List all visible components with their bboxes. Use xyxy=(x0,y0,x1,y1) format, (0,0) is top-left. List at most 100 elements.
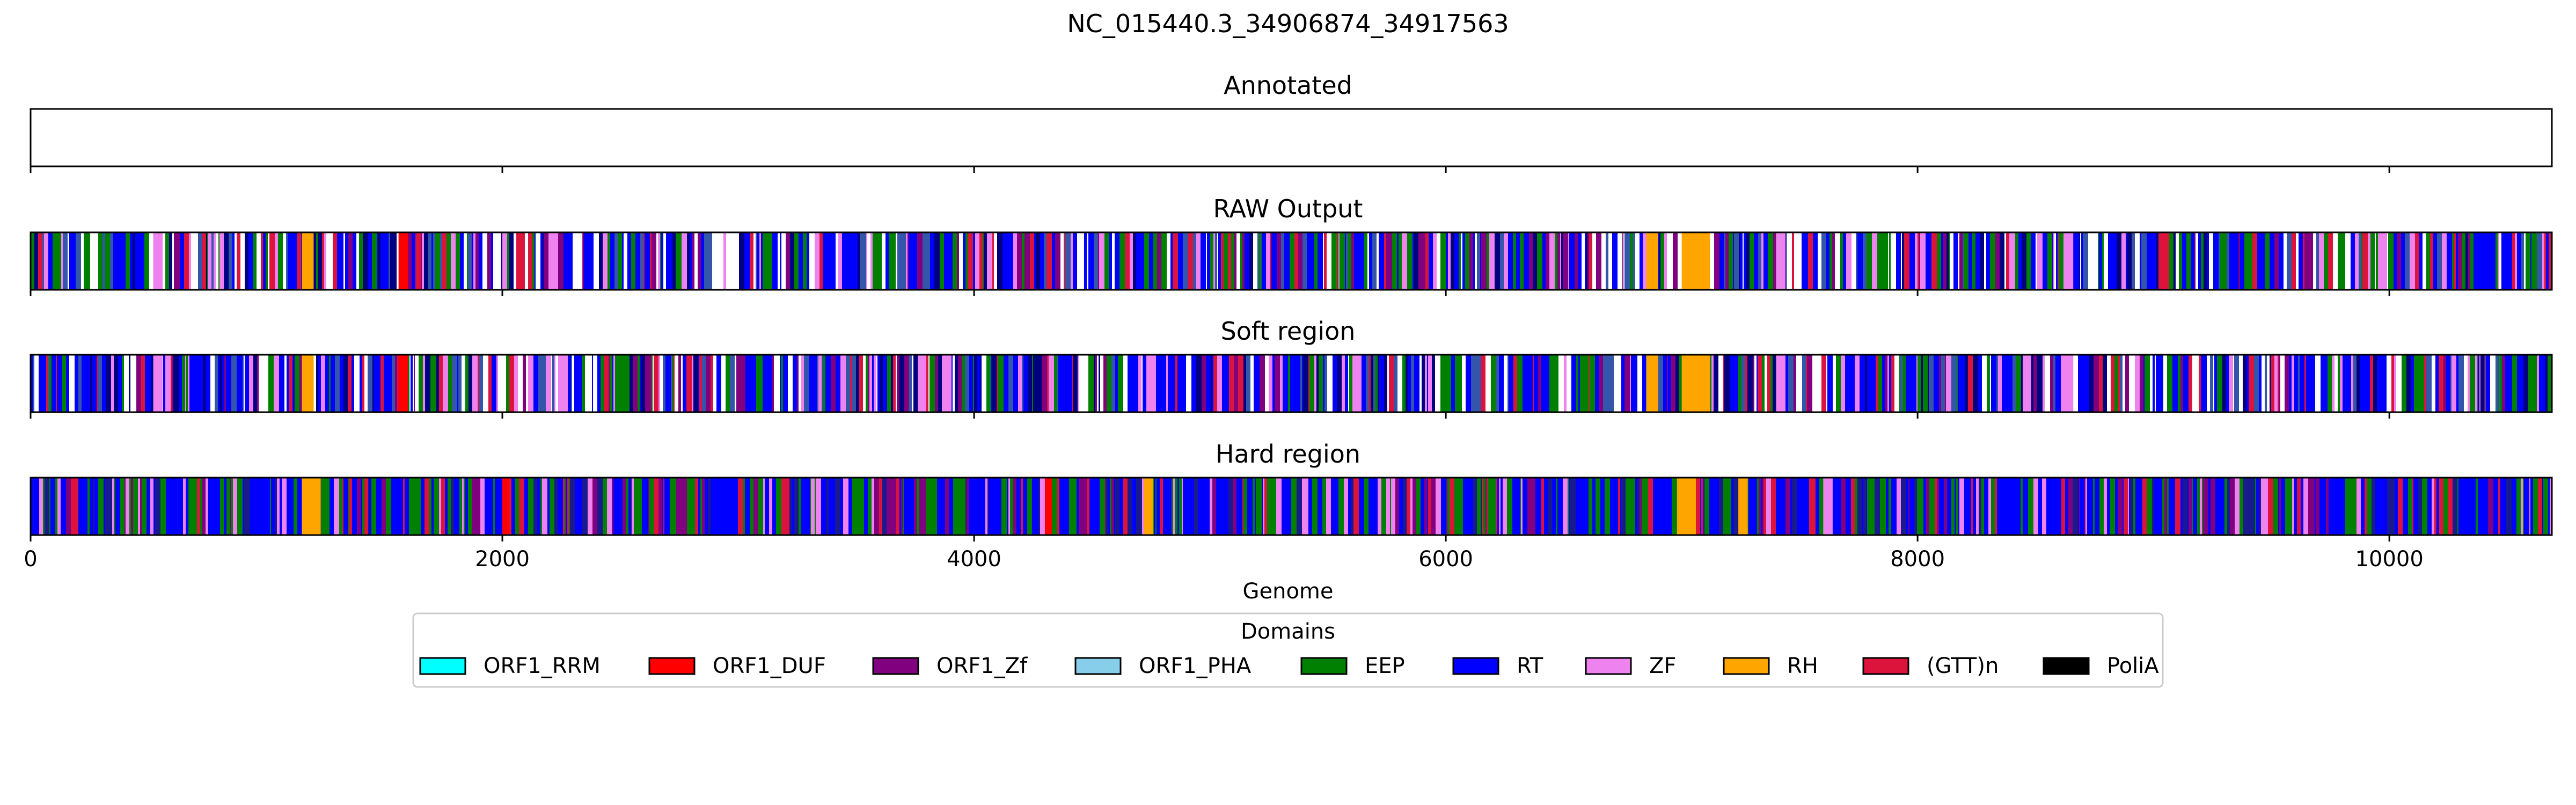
stripe xyxy=(69,355,75,412)
stripe xyxy=(1929,232,1931,290)
stripe xyxy=(384,355,387,412)
stripe xyxy=(786,232,790,290)
x-tick-label: 4000 xyxy=(947,547,1001,572)
stripe xyxy=(1298,232,1302,290)
stripe xyxy=(1819,478,1824,535)
stripe xyxy=(1528,355,1533,412)
stripe xyxy=(572,355,574,412)
legend-entry: EEP xyxy=(1300,654,1405,678)
stripe xyxy=(823,232,826,290)
stripe xyxy=(339,478,342,535)
stripe xyxy=(2215,478,2220,535)
stripe xyxy=(1136,478,1141,535)
stripe xyxy=(2507,232,2512,290)
stripe xyxy=(902,232,906,290)
stripe xyxy=(1309,478,1312,535)
stripe xyxy=(794,478,799,535)
stripe xyxy=(326,232,328,290)
stripe xyxy=(708,478,711,535)
stripe xyxy=(2351,355,2353,412)
stripe xyxy=(286,232,288,290)
stripe xyxy=(364,478,368,535)
stripe xyxy=(1991,355,1996,412)
stripe xyxy=(1290,355,1295,412)
stripe xyxy=(781,355,783,412)
stripe xyxy=(1988,478,1991,535)
stripe xyxy=(1465,232,1469,290)
stripe xyxy=(2516,478,2521,535)
stripe xyxy=(2408,478,2412,535)
stripe xyxy=(2186,232,2191,290)
stripe xyxy=(1919,232,1920,290)
stripe xyxy=(150,478,153,535)
stripe xyxy=(1569,478,1570,535)
stripe xyxy=(940,232,944,290)
stripe xyxy=(1054,355,1057,412)
stripe xyxy=(1081,478,1087,535)
stripe xyxy=(1065,232,1071,290)
stripe xyxy=(867,232,870,290)
stripe xyxy=(2099,478,2104,535)
stripe xyxy=(2406,355,2411,412)
stripe xyxy=(937,478,940,535)
stripe xyxy=(571,355,572,412)
stripe xyxy=(961,478,965,535)
stripe xyxy=(1719,232,1724,290)
stripe xyxy=(1233,478,1236,535)
stripe xyxy=(536,232,540,290)
stripe xyxy=(129,355,130,412)
stripe xyxy=(1792,232,1794,290)
stripe xyxy=(919,478,920,535)
stripe xyxy=(130,232,133,290)
stripe xyxy=(62,355,66,412)
stripe xyxy=(368,478,369,535)
stripe xyxy=(1995,232,2000,290)
stripe xyxy=(397,478,399,535)
stripe xyxy=(475,232,479,290)
stripe xyxy=(2505,478,2506,535)
stripe xyxy=(2308,478,2312,535)
stripe xyxy=(1745,355,1747,412)
stripe xyxy=(112,478,114,535)
stripe xyxy=(2210,355,2213,412)
stripe xyxy=(155,478,160,535)
stripe xyxy=(443,355,448,412)
stripe xyxy=(1571,355,1576,412)
stripe xyxy=(634,478,637,535)
stripe xyxy=(2255,478,2256,535)
stripe xyxy=(2334,478,2339,535)
stripe xyxy=(1338,478,1344,535)
stripe xyxy=(2448,478,2453,535)
stripe xyxy=(1387,355,1389,412)
legend-entry: RH xyxy=(1723,654,1818,678)
stripe xyxy=(414,355,415,412)
stripe xyxy=(208,478,211,535)
stripe xyxy=(665,355,671,412)
stripe xyxy=(1745,232,1746,290)
stripe xyxy=(2434,478,2436,535)
stripe xyxy=(2424,355,2426,412)
stripe xyxy=(1033,355,1036,412)
stripe xyxy=(2537,232,2542,290)
stripe xyxy=(1118,355,1123,412)
stripe xyxy=(792,478,794,535)
stripe xyxy=(278,232,283,290)
stripe xyxy=(1872,478,1875,535)
stripe xyxy=(848,478,852,535)
stripe xyxy=(2539,355,2544,412)
stripe xyxy=(1393,355,1394,412)
stripe xyxy=(1413,478,1416,535)
stripe xyxy=(1934,355,1939,412)
stripe xyxy=(1483,478,1485,535)
stripe xyxy=(1624,355,1630,412)
stripe xyxy=(1664,232,1667,290)
stripe xyxy=(1709,355,1711,412)
stripe xyxy=(984,478,985,535)
stripe xyxy=(125,478,126,535)
stripe xyxy=(548,232,554,290)
stripe xyxy=(237,478,243,535)
stripe xyxy=(1871,355,1876,412)
stripe xyxy=(360,355,362,412)
stripe xyxy=(87,478,90,535)
stripe xyxy=(550,478,554,535)
